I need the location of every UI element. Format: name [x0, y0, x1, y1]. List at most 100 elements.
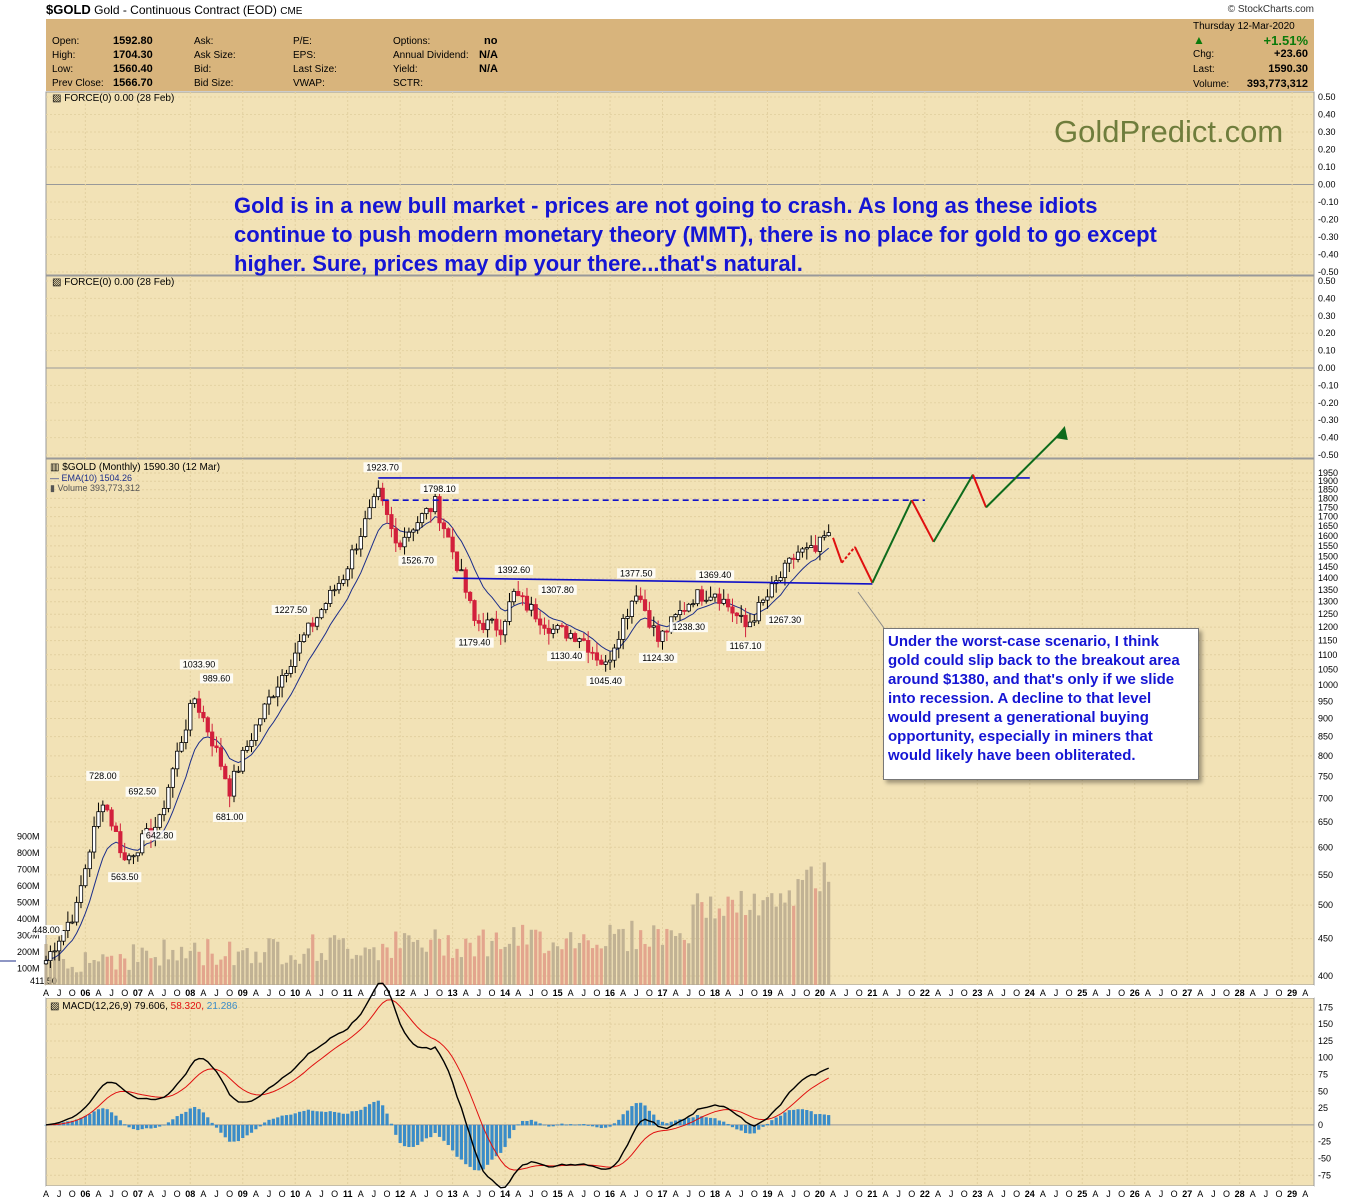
volume-bar [162, 939, 166, 985]
candle-body [301, 634, 307, 642]
time-axis-label-2: J [739, 1189, 744, 1199]
volume-bar [407, 935, 411, 985]
candle-body [297, 641, 302, 654]
macd-histogram-bar [83, 1115, 87, 1126]
price-tick-label: 1650 [1318, 521, 1338, 531]
force-tick-label-2: 0.50 [1318, 276, 1336, 286]
macd-histogram-bar [564, 1124, 568, 1126]
extreme-label-bg [143, 830, 177, 841]
candle-body [529, 604, 534, 611]
macd-histogram-bar [367, 1104, 372, 1126]
macd-histogram-bar [140, 1124, 144, 1130]
time-axis-label-2: A [515, 1189, 521, 1199]
candle-body [686, 603, 691, 612]
candle-body [747, 621, 753, 628]
time-axis-label-2: A [830, 1189, 836, 1199]
candle-body [266, 696, 272, 705]
candle-body [699, 589, 704, 602]
time-axis-label-2: J [214, 1189, 219, 1199]
volume-bar [411, 941, 415, 985]
macd-histogram-bar [249, 1124, 254, 1133]
candle-body [782, 562, 788, 578]
macd-histogram-bar [809, 1111, 813, 1126]
time-axis-label-1: O [226, 988, 233, 998]
volume-bar [752, 893, 756, 985]
time-axis-label-1: A [778, 988, 784, 998]
time-axis-label-1: A [987, 988, 993, 998]
candle-body [367, 507, 372, 520]
price-tick-label: 1500 [1318, 551, 1338, 561]
volume-bar [394, 931, 398, 985]
time-axis-label-1: O [698, 988, 705, 998]
macd-histogram-bar [617, 1119, 621, 1126]
volume-bar [586, 940, 590, 985]
time-axis-label-1: A [725, 988, 731, 998]
candle-body [384, 500, 390, 515]
volume-bar [236, 951, 240, 985]
time-axis-label-1: 17 [658, 988, 668, 998]
volume-bar [472, 956, 477, 985]
macd-histogram-bar [604, 1124, 608, 1128]
volume-bar [385, 947, 389, 985]
price-tick-label: 1750 [1318, 502, 1338, 512]
vwap-label: VWAP: [293, 78, 325, 89]
time-axis-label-2: J [1264, 1189, 1269, 1199]
last-label: Last: [1193, 64, 1215, 75]
time-axis-label-1: 07 [133, 988, 143, 998]
time-axis-label-1: O [331, 988, 338, 998]
time-axis-label-1: 26 [1130, 988, 1140, 998]
time-axis-label-1: J [214, 988, 219, 998]
macd-histogram-bar [232, 1124, 236, 1142]
time-axis-label-2: O [961, 1189, 968, 1199]
volume-bar [503, 946, 507, 985]
candle-body [586, 640, 591, 653]
macd-histogram-bar [669, 1121, 673, 1126]
price-tick-label: 500 [1318, 900, 1333, 910]
force-tick-label-2: -0.10 [1318, 380, 1339, 390]
candle-body [161, 808, 167, 816]
volume-bar [827, 881, 831, 985]
candle-body [647, 610, 652, 628]
time-axis-label-2: O [174, 1189, 181, 1199]
volume-bar [114, 969, 118, 985]
time-axis-label-2: A [1145, 1189, 1151, 1199]
macd-histogram-bar [127, 1124, 131, 1128]
macd-tick-label: 100 [1318, 1053, 1333, 1063]
time-axis-label-2: J [1054, 1189, 1059, 1199]
time-axis-label-2: O [803, 1189, 810, 1199]
candle-body [358, 536, 363, 550]
candle-body [743, 614, 748, 628]
candle-body [345, 568, 350, 581]
time-axis-label-2: A [778, 1189, 784, 1199]
volume-bar [149, 958, 153, 985]
extreme-label-bg [638, 652, 678, 663]
macd-histogram-bar [131, 1124, 136, 1130]
macd-histogram-bar [547, 1124, 551, 1127]
macd-histogram-bar [551, 1124, 555, 1127]
candle-body [70, 921, 75, 924]
time-axis-label-2: 27 [1182, 1189, 1192, 1199]
volume-bar [433, 929, 437, 985]
volume-bar [61, 958, 66, 985]
candle-body [559, 625, 565, 627]
volume-bar [109, 955, 114, 985]
panel-mc [45, 997, 1315, 1187]
macd-histogram-bar [757, 1124, 761, 1130]
volume-tick-label: 600M [17, 881, 40, 891]
time-axis-label-2: O [856, 1189, 863, 1199]
macd-tick-label: 25 [1318, 1103, 1328, 1113]
volume-bar [245, 948, 249, 985]
macd-histogram-bar [486, 1124, 490, 1165]
macd-histogram-bar [743, 1124, 748, 1134]
macd-histogram-bar [236, 1124, 240, 1142]
candle-body [725, 598, 731, 608]
macd-histogram-bar [341, 1113, 345, 1126]
macd-histogram-bar [573, 1124, 577, 1126]
volume-bar [376, 960, 380, 985]
volume-bar [634, 949, 638, 985]
macd-histogram-bar [267, 1119, 271, 1126]
candle-body [712, 593, 718, 598]
candle-body [398, 542, 403, 548]
macd-histogram-bar [306, 1109, 310, 1126]
volume-bar [516, 945, 520, 985]
